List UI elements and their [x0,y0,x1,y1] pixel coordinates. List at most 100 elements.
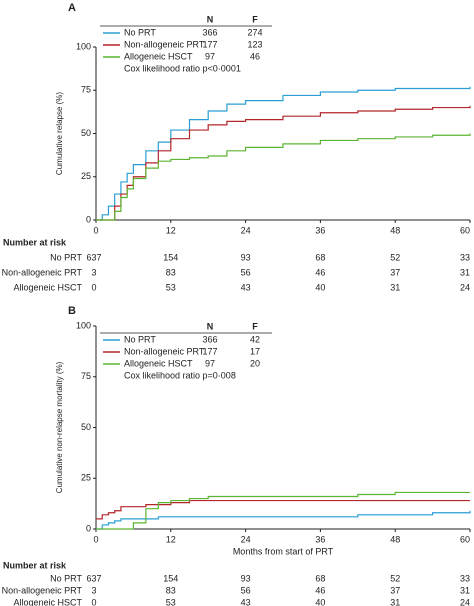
risk-value: 40 [315,282,325,292]
series-line [96,510,471,530]
y-tick-label: 75 [81,371,91,381]
legend-label: Allogeneic HSCT [124,358,193,368]
y-tick-label: 0 [86,523,91,533]
x-axis-label: Months from start of PRT [233,546,334,556]
risk-value: 46 [315,267,325,277]
risk-value: 3 [91,585,96,595]
risk-value: 46 [315,585,325,595]
risk-row-label: Allogeneic HSCT [13,597,82,606]
risk-value: 43 [241,597,251,606]
legend-f: 123 [247,39,262,49]
risk-value: 56 [241,585,251,595]
y-tick-label: 50 [81,422,91,432]
legend-f: 42 [250,334,260,344]
risk-value: 3 [91,267,96,277]
panel-label: A [68,2,76,14]
risk-value: 31 [460,585,470,595]
risk-value: 52 [390,252,400,262]
risk-value: 0 [91,282,96,292]
legend-header: N [207,14,214,24]
risk-value: 33 [460,252,470,262]
risk-value: 52 [390,573,400,583]
risk-value: 53 [166,597,176,606]
legend-label: Non-allogeneic PRT [124,346,205,356]
series-line [96,499,470,520]
y-tick-label: 0 [86,214,91,224]
y-tick-label: 100 [76,320,91,330]
legend-n: 97 [205,358,215,368]
risk-value: 24 [460,282,470,292]
risk-row-label: Non-allogeneic PRT [2,267,83,277]
series-line [96,105,471,221]
risk-value: 40 [315,597,325,606]
y-axis-label: Cumulative relapse (%) [55,92,64,175]
risk-value: 83 [166,267,176,277]
y-tick-label: 25 [81,473,91,483]
y-tick-label: 50 [81,128,91,138]
annotation: Cox likelihood ratio p<0·0001 [124,63,241,73]
legend-f: 274 [247,27,262,37]
legend-header: F [252,14,258,24]
legend-n: 366 [202,27,217,37]
x-tick-label: 60 [460,225,470,235]
x-tick-label: 36 [315,225,325,235]
legend-n: 366 [202,334,217,344]
risk-row-label: No PRT [50,252,82,262]
risk-value: 43 [241,282,251,292]
x-tick-label: 12 [166,225,176,235]
legend-header: N [207,321,214,331]
risk-value: 31 [460,267,470,277]
series-line [96,86,471,221]
risk-value: 33 [460,573,470,583]
legend-label: Allogeneic HSCT [124,51,193,61]
x-tick-label: 12 [166,534,176,544]
risk-value: 53 [166,282,176,292]
risk-value: 154 [163,252,178,262]
risk-value: 154 [163,573,178,583]
x-tick-label: 36 [315,534,325,544]
legend-label: No PRT [124,334,156,344]
legend-f: 17 [250,346,260,356]
x-tick-label: 24 [241,534,251,544]
annotation: Cox likelihood ratio p=0·008 [124,370,236,380]
y-tick-label: 100 [76,41,91,51]
risk-value: 37 [390,585,400,595]
risk-value: 83 [166,585,176,595]
risk-row-label: No PRT [50,573,82,583]
series-line [96,491,470,530]
risk-value: 68 [315,573,325,583]
legend-header: F [252,321,258,331]
risk-title: Number at risk [3,560,67,570]
risk-value: 93 [241,573,251,583]
x-tick-label: 24 [241,225,251,235]
legend-label: Non-allogeneic PRT [124,39,205,49]
x-tick-label: 0 [93,225,98,235]
x-tick-label: 48 [390,534,400,544]
risk-row-label: Allogeneic HSCT [13,282,82,292]
risk-value: 56 [241,267,251,277]
risk-value: 24 [460,597,470,606]
risk-value: 93 [241,252,251,262]
legend-n: 97 [205,51,215,61]
legend-label: No PRT [124,27,156,37]
legend-f: 20 [250,358,260,368]
x-tick-label: 0 [93,534,98,544]
x-tick-label: 48 [390,225,400,235]
panel-label: B [68,305,76,317]
risk-value: 637 [86,573,101,583]
risk-value: 68 [315,252,325,262]
legend-n: 177 [202,39,217,49]
risk-row-label: Non-allogeneic PRT [2,585,83,595]
risk-value: 0 [91,597,96,606]
y-tick-label: 25 [81,171,91,181]
risk-value: 31 [390,282,400,292]
risk-value: 31 [390,597,400,606]
legend-n: 177 [202,346,217,356]
x-tick-label: 60 [460,534,470,544]
y-axis-label: Cumulative non-relapse mortality (%) [55,361,64,493]
risk-title: Number at risk [3,237,67,247]
series-line [96,133,471,221]
legend-f: 46 [250,51,260,61]
risk-value: 637 [86,252,101,262]
risk-value: 37 [390,267,400,277]
